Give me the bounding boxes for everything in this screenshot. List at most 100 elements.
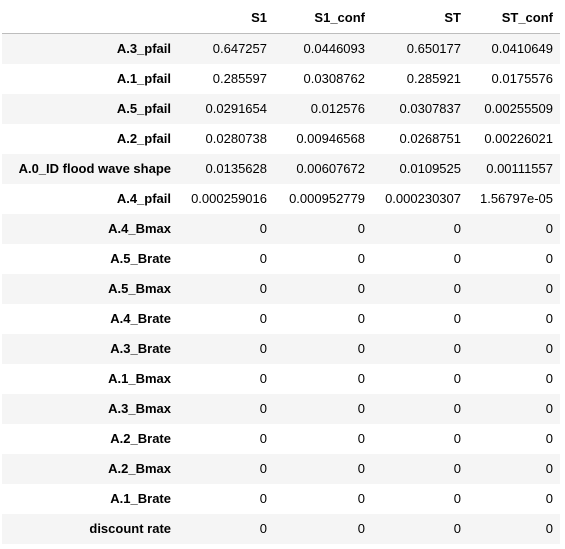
cell-s1: 0.285597 [212, 71, 267, 86]
cell-st: 0.285921 [406, 71, 461, 86]
cell-s1: 0 [259, 341, 267, 356]
cell-s1-conf: 0.00946568 [296, 131, 365, 146]
column-header-st: ST [372, 3, 468, 34]
cell-st-conf: 0 [545, 491, 553, 506]
cell-s1-conf: 0 [357, 461, 365, 476]
row-index-label: A.3_Bmax [108, 401, 171, 416]
cell-st-conf: 0.0175576 [491, 71, 553, 86]
cell-s1: 0.647257 [212, 41, 267, 56]
cell-st: 0 [453, 251, 461, 266]
cell-st: 0.0109525 [399, 161, 461, 176]
cell-s1-conf: 0 [357, 431, 365, 446]
table-row: A.4_Brate 0 0 0 0 [2, 304, 560, 334]
cell-s1-conf: 0.0308762 [303, 71, 365, 86]
cell-st-conf: 0 [545, 251, 553, 266]
cell-st-conf: 0.00111557 [486, 161, 553, 176]
row-index-label: A.0_ID flood wave shape [18, 161, 171, 176]
cell-s1-conf: 0 [357, 251, 365, 266]
cell-s1: 0.0135628 [205, 161, 267, 176]
row-index-label: A.5_Brate [110, 251, 171, 266]
cell-st: 0.0307837 [399, 101, 461, 116]
table-row: A.5_Brate 0 0 0 0 [2, 244, 560, 274]
cell-st: 0 [453, 341, 461, 356]
cell-s1-conf: 0 [357, 521, 365, 536]
cell-st: 0.650177 [406, 41, 461, 56]
column-header-st-conf: ST_conf [468, 3, 560, 34]
table-body: A.3_pfail 0.647257 0.0446093 0.650177 0.0410… [2, 33, 560, 544]
row-index-label: A.5_pfail [116, 101, 171, 116]
cell-s1: 0 [259, 491, 267, 506]
cell-st: 0.0268751 [399, 131, 461, 146]
table-row: A.2_Brate 0 0 0 0 [2, 424, 560, 454]
cell-s1-conf: 0 [357, 371, 365, 386]
table-row: A.1_Brate 0 0 0 0 [2, 484, 560, 514]
cell-s1-conf: 0 [357, 491, 365, 506]
cell-st: 0 [453, 371, 461, 386]
cell-st-conf: 0 [545, 371, 553, 386]
cell-s1-conf: 0 [357, 311, 365, 326]
cell-s1: 0 [259, 281, 267, 296]
cell-st: 0 [453, 521, 461, 536]
row-index-label: A.4_Brate [110, 311, 171, 326]
cell-st-conf: 0.0410649 [491, 41, 553, 56]
cell-s1: 0 [259, 221, 267, 236]
row-index-label: A.2_pfail [116, 131, 171, 146]
table-header: S1 S1_conf ST ST_conf [2, 3, 560, 34]
cell-s1: 0.000259016 [191, 191, 267, 206]
cell-s1-conf: 0.00607672 [296, 161, 365, 176]
dataframe-table: S1 S1_conf ST ST_conf A.3_pfail 0.647257 0… [2, 3, 560, 544]
table-row: A.4_pfail 0.000259016 0.000952779 0.0002303… [2, 184, 560, 214]
cell-st-conf: 0 [545, 521, 553, 536]
table-row: A.3_Bmax 0 0 0 0 [2, 394, 560, 424]
cell-st: 0.000230307 [385, 191, 461, 206]
cell-s1: 0 [259, 251, 267, 266]
table-row: discount rate 0 0 0 0 [2, 514, 560, 544]
cell-st-conf: 0.00255509 [484, 101, 553, 116]
cell-st-conf: 0 [545, 311, 553, 326]
cell-st-conf: 0 [545, 431, 553, 446]
cell-st: 0 [453, 401, 461, 416]
cell-s1-conf: 0.012576 [310, 101, 365, 116]
cell-s1: 0.0280738 [205, 131, 267, 146]
row-index-label: A.3_pfail [116, 41, 171, 56]
table-row: A.2_Bmax 0 0 0 0 [2, 454, 560, 484]
cell-s1: 0 [259, 521, 267, 536]
cell-s1-conf: 0 [357, 401, 365, 416]
row-index-label: discount rate [89, 521, 171, 536]
cell-st: 0 [453, 221, 461, 236]
cell-st: 0 [453, 491, 461, 506]
cell-s1-conf: 0 [357, 281, 365, 296]
row-index-label: A.5_Bmax [108, 281, 171, 296]
cell-st-conf: 0 [545, 341, 553, 356]
row-index-label: A.4_Bmax [108, 221, 171, 236]
table-row: A.5_pfail 0.0291654 0.012576 0.0307837 0.002… [2, 94, 560, 124]
column-header-s1-conf: S1_conf [274, 3, 372, 34]
cell-st-conf: 0 [545, 401, 553, 416]
cell-s1-conf: 0 [357, 341, 365, 356]
row-index-label: A.3_Brate [110, 341, 171, 356]
cell-s1: 0 [259, 461, 267, 476]
table-row: A.3_pfail 0.647257 0.0446093 0.650177 0.0410… [2, 33, 560, 64]
row-index-label: A.4_pfail [116, 191, 171, 206]
cell-s1: 0.0291654 [205, 101, 267, 116]
row-index-label: A.1_pfail [116, 71, 171, 86]
cell-s1: 0 [259, 431, 267, 446]
index-header [2, 3, 178, 34]
table-row: A.5_Bmax 0 0 0 0 [2, 274, 560, 304]
cell-s1-conf: 0 [357, 221, 365, 236]
table-row: A.3_Brate 0 0 0 0 [2, 334, 560, 364]
cell-s1-conf: 0.0446093 [303, 41, 365, 56]
table-row: A.2_pfail 0.0280738 0.00946568 0.0268751 0.0… [2, 124, 560, 154]
cell-st: 0 [453, 311, 461, 326]
cell-st-conf: 0.00226021 [484, 131, 553, 146]
row-index-label: A.1_Brate [110, 491, 171, 506]
row-index-label: A.2_Brate [110, 431, 171, 446]
cell-st-conf: 0 [545, 461, 553, 476]
cell-s1: 0 [259, 401, 267, 416]
cell-st: 0 [453, 431, 461, 446]
row-index-label: A.1_Bmax [108, 371, 171, 386]
cell-st-conf: 1.56797e-05 [479, 191, 553, 206]
cell-s1: 0 [259, 371, 267, 386]
cell-st-conf: 0 [545, 281, 553, 296]
cell-st-conf: 0 [545, 221, 553, 236]
